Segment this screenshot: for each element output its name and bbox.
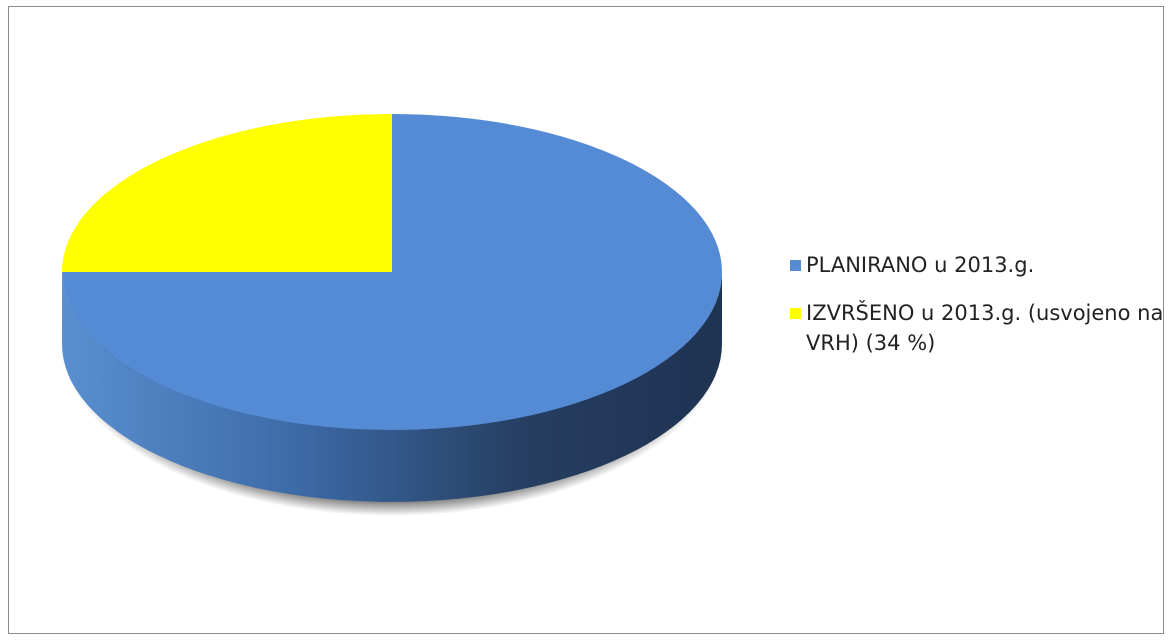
legend-item-planirano: PLANIRANO u 2013.g. [790, 250, 1170, 280]
legend-label-planirano: PLANIRANO u 2013.g. [806, 253, 1035, 277]
pie-slice-1 [62, 114, 392, 272]
legend: PLANIRANO u 2013.g. IZVRŠENO u 2013.g. (… [790, 250, 1170, 376]
legend-label-izvrseno: IZVRŠENO u 2013.g. (usvojeno na VRH) (34… [806, 301, 1164, 355]
legend-swatch-izvrseno [790, 308, 801, 319]
pie-side-wall [62, 272, 722, 502]
legend-item-izvrseno: IZVRŠENO u 2013.g. (usvojeno na VRH) (34… [790, 298, 1170, 358]
legend-swatch-planirano [790, 260, 801, 271]
